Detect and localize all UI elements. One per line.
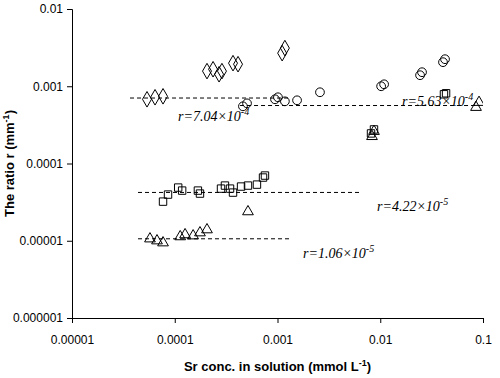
point: [377, 82, 386, 91]
annotation: r=5.63×10-4: [402, 91, 473, 109]
point: [175, 230, 186, 239]
point: [281, 97, 290, 106]
tick-mark: [67, 318, 72, 319]
point: [280, 40, 289, 56]
tick-label: 0.01: [40, 2, 64, 16]
tick-mark: [67, 164, 72, 165]
tick: 0.00001: [20, 234, 72, 248]
point: [244, 182, 251, 189]
annotation-text: r=4.22×10: [377, 199, 440, 214]
tick-label: 0.000001: [13, 311, 63, 325]
annotation-text: r=5.63×10: [402, 94, 465, 109]
y-axis-title: The ratio r (mm-1): [1, 110, 17, 217]
title-text: ): [367, 359, 371, 374]
chart: 0.000010.00010.0010.010.10.0000010.00001…: [0, 0, 500, 378]
point: [159, 198, 166, 205]
series: [145, 96, 483, 246]
annotation-text: r=7.04×10: [178, 109, 241, 124]
point: [439, 58, 448, 67]
point: [152, 235, 163, 244]
axis-line: [73, 319, 484, 324]
annotation-exponent: -5: [440, 196, 448, 207]
tick: 0.01: [369, 318, 393, 347]
reference-line: [138, 238, 290, 239]
tick: 0.000001: [13, 311, 72, 325]
tick-mark: [67, 86, 72, 87]
point: [194, 187, 201, 194]
point: [474, 96, 483, 105]
title-text: The ratio r (mm: [2, 122, 17, 217]
annotation-exponent: -4: [241, 106, 249, 117]
point: [380, 80, 389, 89]
point: [278, 45, 287, 61]
point: [151, 89, 160, 105]
tick: 0.0001: [157, 318, 194, 347]
series: [143, 40, 290, 107]
point: [159, 89, 168, 105]
point: [243, 205, 254, 214]
tick-mark: [278, 318, 279, 323]
annotation-text: r=1.06×10: [303, 246, 366, 261]
plot-area: [130, 40, 483, 246]
tick-label: 0.00001: [51, 333, 95, 347]
point: [196, 190, 203, 197]
point: [259, 174, 266, 181]
point: [195, 227, 206, 236]
tick: 0.001: [263, 318, 293, 347]
point: [229, 189, 236, 196]
tick-mark: [67, 9, 72, 10]
tick: 0.01: [40, 2, 72, 16]
point: [416, 71, 425, 80]
point: [316, 88, 325, 97]
annotation: r=4.22×10-5: [377, 196, 448, 214]
axis-line: [67, 10, 73, 319]
point: [217, 63, 226, 79]
annotation: r=1.06×10-5: [303, 243, 374, 261]
reference-line: [130, 98, 290, 99]
point: [178, 187, 185, 194]
point: [158, 237, 169, 246]
tick-label: 0.1: [475, 333, 492, 347]
tick-mark: [175, 318, 176, 323]
tick: 0.1: [475, 318, 492, 347]
point: [369, 125, 380, 134]
point: [143, 92, 152, 108]
tick-label: 0.01: [369, 333, 393, 347]
annotation: r=7.04×10-4: [178, 106, 249, 124]
x-axis-title: Sr conc. in solution (mmol L-1): [184, 358, 371, 374]
y-axis: 0.000001 0.00001 0.0001 0.001 0.01: [13, 2, 73, 325]
point: [261, 172, 268, 179]
title-exponent: -1: [1, 114, 11, 122]
x-axis: 0.00001 0.0001 0.001 0.01 0.1: [51, 318, 492, 347]
title-exponent: -1: [359, 358, 367, 368]
tick-label: 0.001: [33, 80, 63, 94]
tick-label: 0.0001: [157, 333, 194, 347]
tick-label: 0.001: [263, 333, 293, 347]
point: [441, 55, 450, 64]
title-text: Sr conc. in solution (mmol L: [184, 359, 359, 374]
point: [221, 182, 228, 189]
point: [164, 191, 171, 198]
point: [209, 61, 218, 77]
tick-label: 0.00001: [20, 234, 64, 248]
title-text: ): [2, 110, 17, 114]
tick-mark: [483, 318, 484, 323]
tick-mark: [380, 318, 381, 323]
tick: 0.0001: [26, 157, 72, 171]
tick-label: 0.0001: [26, 157, 63, 171]
annotation-exponent: -4: [465, 91, 473, 102]
tick: 0.001: [33, 80, 72, 94]
point: [271, 95, 280, 104]
point: [202, 223, 213, 232]
point: [418, 68, 427, 77]
annotation-exponent: -5: [366, 243, 374, 254]
point: [237, 183, 244, 190]
point: [234, 56, 243, 72]
point: [253, 181, 260, 188]
tick-mark: [67, 241, 72, 242]
point: [293, 96, 302, 105]
